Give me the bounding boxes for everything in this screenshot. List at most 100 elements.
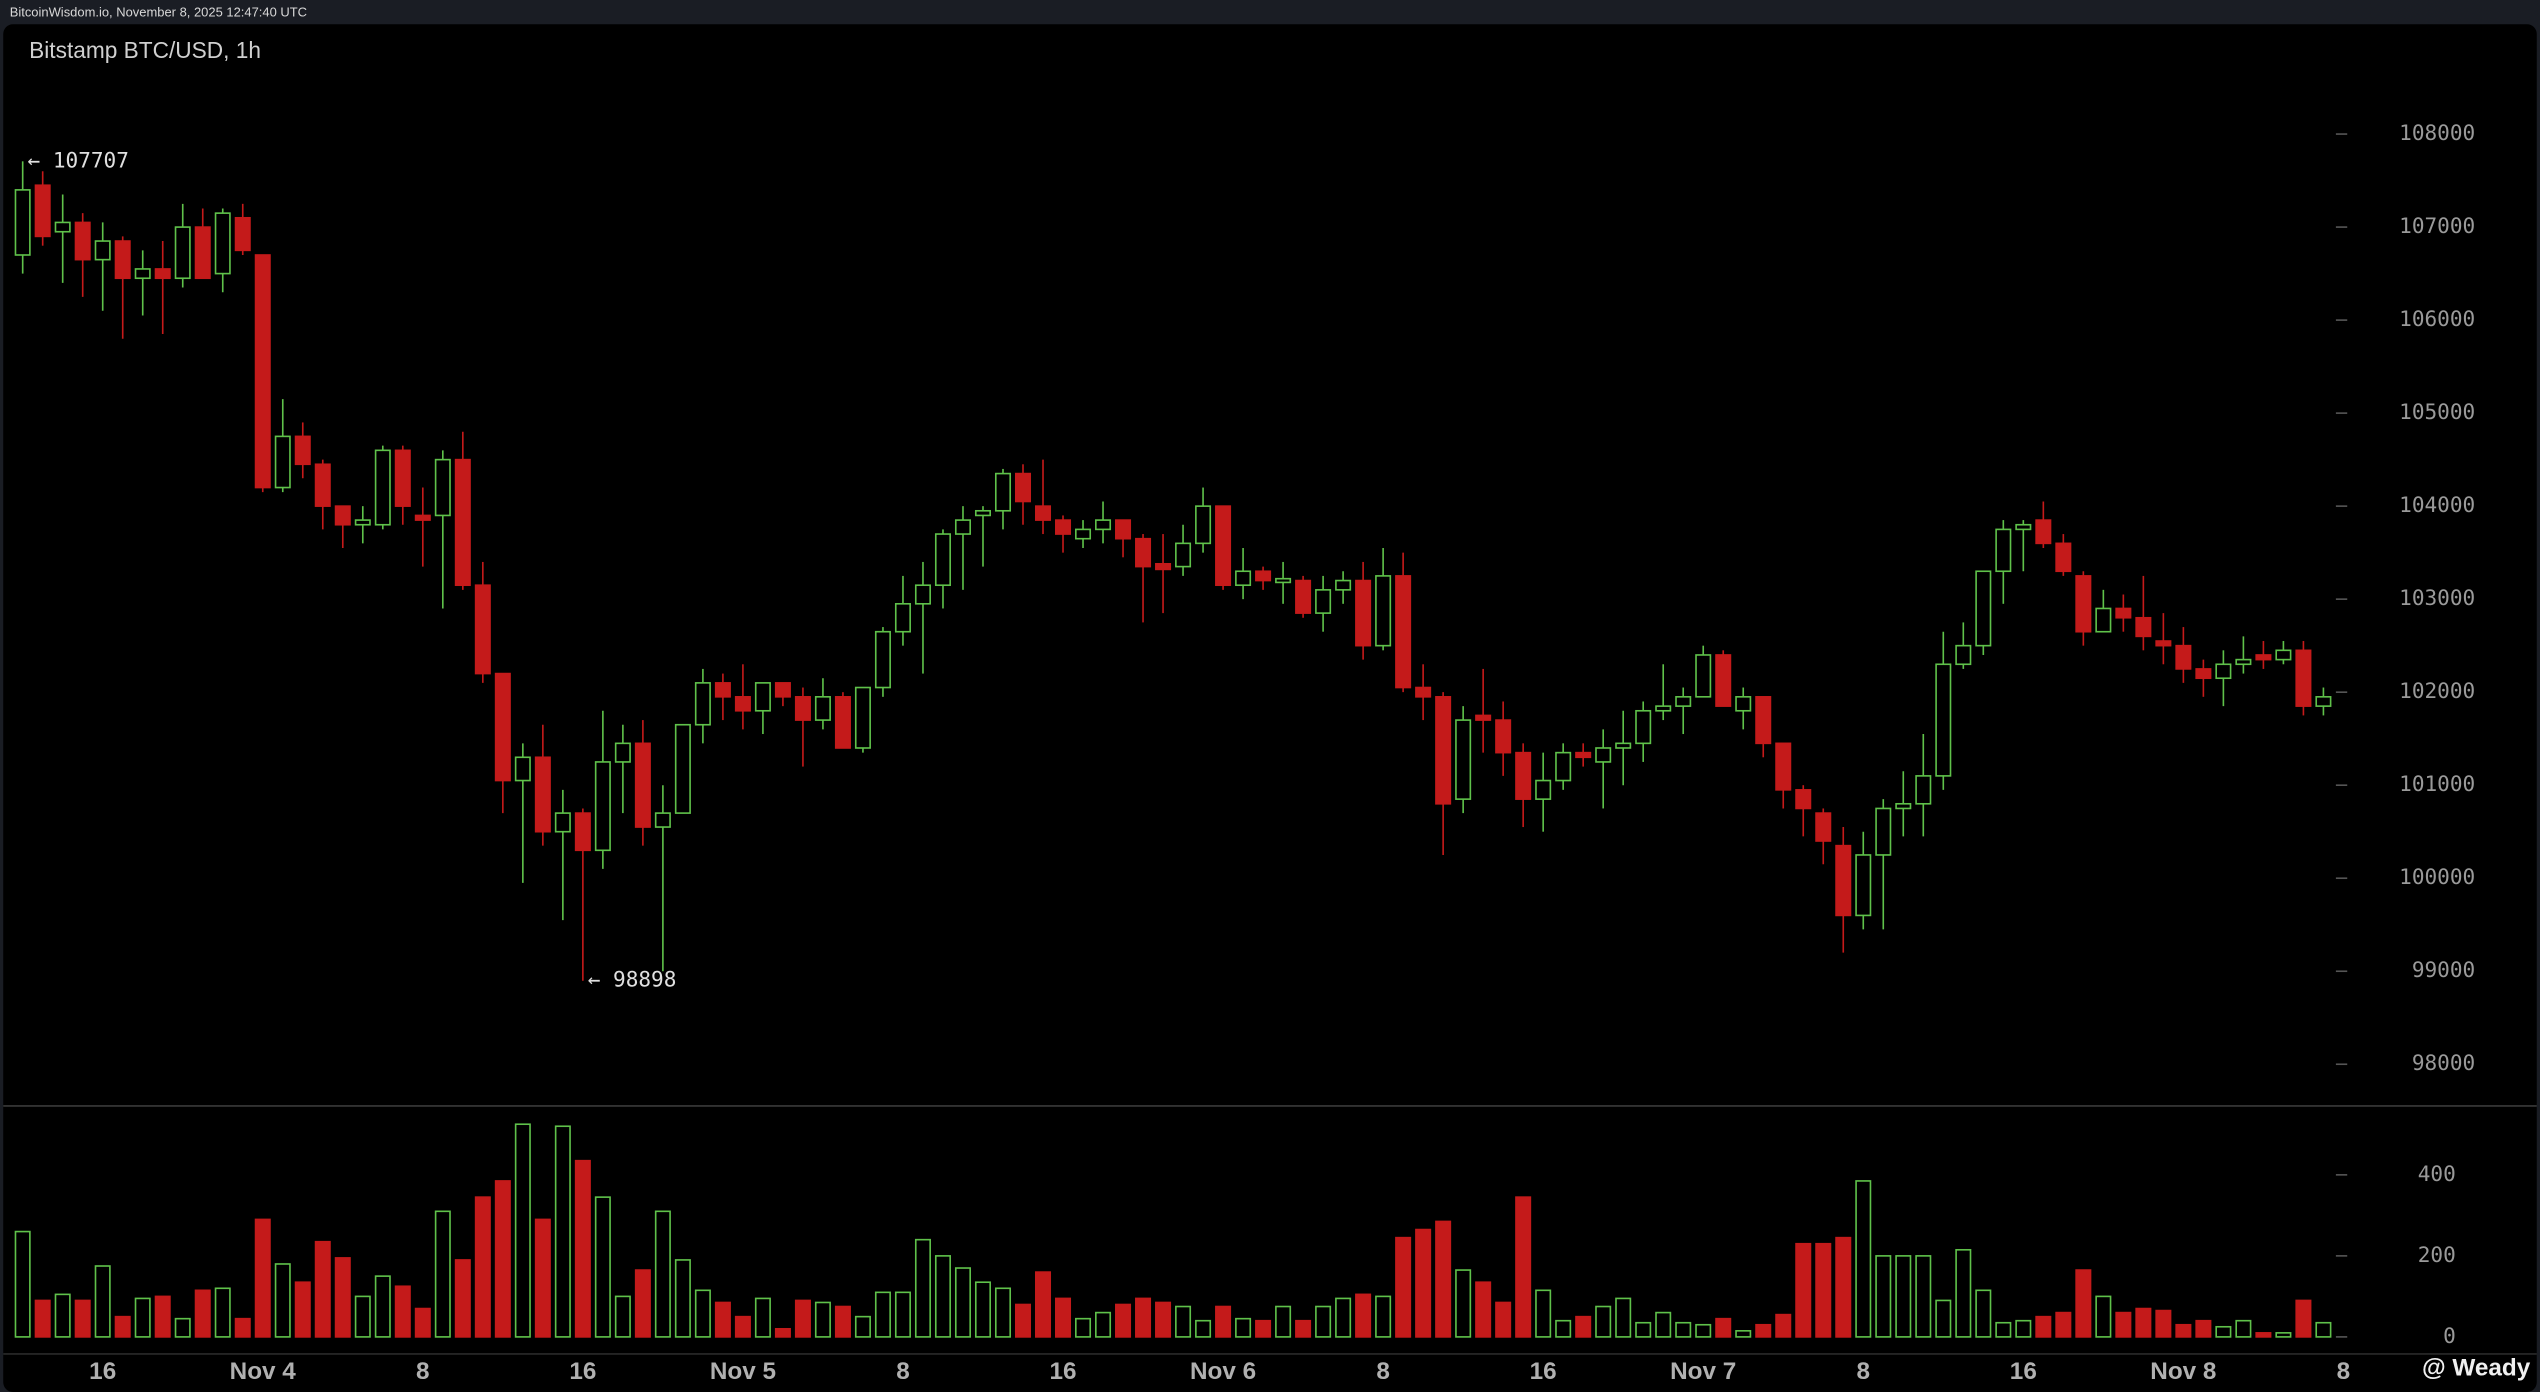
- volume-bar: [74, 1299, 91, 1338]
- candle-body: [2195, 668, 2212, 680]
- volume-bar: [54, 1293, 71, 1338]
- candle-body: [1915, 775, 1932, 805]
- candle-body: [554, 812, 571, 833]
- volume-bar: [2075, 1269, 2092, 1338]
- candle-body: [1695, 654, 1712, 698]
- volume-y-tick-label: 0: [2443, 1323, 2456, 1348]
- candle-body: [2235, 658, 2252, 666]
- volume-bar: [94, 1265, 111, 1338]
- candle-body: [1375, 575, 1392, 647]
- candle-body: [654, 812, 671, 828]
- volume-bar: [14, 1230, 31, 1338]
- volume-bar: [254, 1218, 271, 1338]
- candle-body: [1935, 663, 1952, 777]
- x-tick-label: 8: [896, 1358, 910, 1385]
- volume-bar: [1795, 1242, 1812, 1338]
- candle-body: [1515, 751, 1532, 800]
- volume-bar: [894, 1291, 911, 1338]
- candle-body: [1955, 644, 1972, 666]
- candle-body: [474, 584, 491, 675]
- candle-body: [1075, 528, 1092, 540]
- volume-bar: [1315, 1305, 1332, 1338]
- candle-body: [1555, 751, 1572, 782]
- candle-body: [254, 254, 271, 489]
- candle-body: [1355, 579, 1372, 647]
- y-tick-label: 105000: [2399, 399, 2475, 424]
- volume-bar: [1195, 1319, 1212, 1338]
- candle-body: [1835, 844, 1852, 917]
- candle-body: [1575, 751, 1592, 759]
- volume-bar: [594, 1196, 611, 1338]
- candle-body: [1115, 519, 1132, 540]
- volume-bar: [754, 1297, 771, 1338]
- volume-bar: [834, 1305, 851, 1338]
- candle-body: [1675, 696, 1692, 707]
- volume-bar: [1695, 1323, 1712, 1338]
- volume-bar: [694, 1289, 711, 1338]
- candle-body: [1055, 519, 1072, 535]
- candle-body: [1014, 472, 1032, 503]
- volume-bar: [1034, 1271, 1052, 1338]
- volume-bar: [1395, 1236, 1412, 1338]
- volume-bar: [1155, 1301, 1172, 1338]
- candle-body: [1135, 537, 1152, 568]
- volume-bar: [354, 1295, 371, 1338]
- candle-body: [2095, 607, 2112, 633]
- volume-bar: [2035, 1315, 2052, 1338]
- candle-body: [794, 696, 811, 721]
- candle-body: [1595, 747, 1612, 763]
- volume-bar: [674, 1259, 691, 1338]
- candle-body: [34, 184, 51, 238]
- candle-body: [1175, 542, 1192, 568]
- volume-bar: [2015, 1319, 2032, 1338]
- volume-bar: [1595, 1305, 1612, 1338]
- volume-bar: [1515, 1196, 1532, 1338]
- candle-body: [1095, 519, 1112, 531]
- annotation: ← 107707: [28, 147, 129, 172]
- candle-body: [2015, 523, 2032, 531]
- x-tick-label: 16: [569, 1358, 596, 1385]
- x-tick-label: Nov 5: [710, 1358, 776, 1385]
- candle-body: [1435, 696, 1452, 805]
- volume-bar: [1295, 1319, 1312, 1338]
- volume-bar: [1555, 1319, 1572, 1338]
- volume-bar: [1875, 1255, 1892, 1338]
- x-tick-label: 16: [89, 1358, 116, 1385]
- candle-body: [694, 682, 711, 726]
- volume-bar: [974, 1281, 992, 1338]
- candle-body: [2075, 575, 2092, 633]
- candle-body: [1815, 812, 1832, 842]
- candle-body: [1235, 570, 1252, 587]
- candle-body: [914, 584, 931, 605]
- y-tick-label: 99000: [2412, 957, 2475, 982]
- x-tick-label: Nov 6: [1190, 1358, 1256, 1385]
- y-tick-label: 101000: [2399, 771, 2475, 796]
- candle-body: [974, 509, 992, 517]
- volume-bar: [874, 1291, 891, 1338]
- volume-bar: [1835, 1236, 1852, 1338]
- candle-body: [674, 723, 691, 814]
- candle-body: [114, 240, 131, 280]
- volume-bar: [1855, 1180, 1872, 1338]
- candle-body: [394, 449, 411, 507]
- candle-body: [994, 472, 1012, 512]
- volume-bar: [2135, 1307, 2152, 1338]
- x-tick-label: 8: [1376, 1358, 1390, 1385]
- volume-bar: [1355, 1293, 1372, 1338]
- volume-bar: [314, 1240, 331, 1338]
- candle-body: [1195, 505, 1212, 545]
- candle-body: [1335, 579, 1352, 591]
- volume-bar: [854, 1315, 871, 1338]
- volume-bar: [1975, 1289, 1992, 1338]
- candle-body: [2315, 696, 2332, 707]
- volume-bar: [1915, 1255, 1932, 1338]
- volume-bar: [614, 1295, 631, 1338]
- volume-bar: [1655, 1311, 1672, 1338]
- volume-bar: [1135, 1297, 1152, 1338]
- candle-body: [534, 756, 551, 833]
- candle-body: [2295, 649, 2312, 707]
- candle-body: [1715, 654, 1732, 707]
- volume-bar: [794, 1299, 811, 1338]
- candle-body: [214, 212, 231, 275]
